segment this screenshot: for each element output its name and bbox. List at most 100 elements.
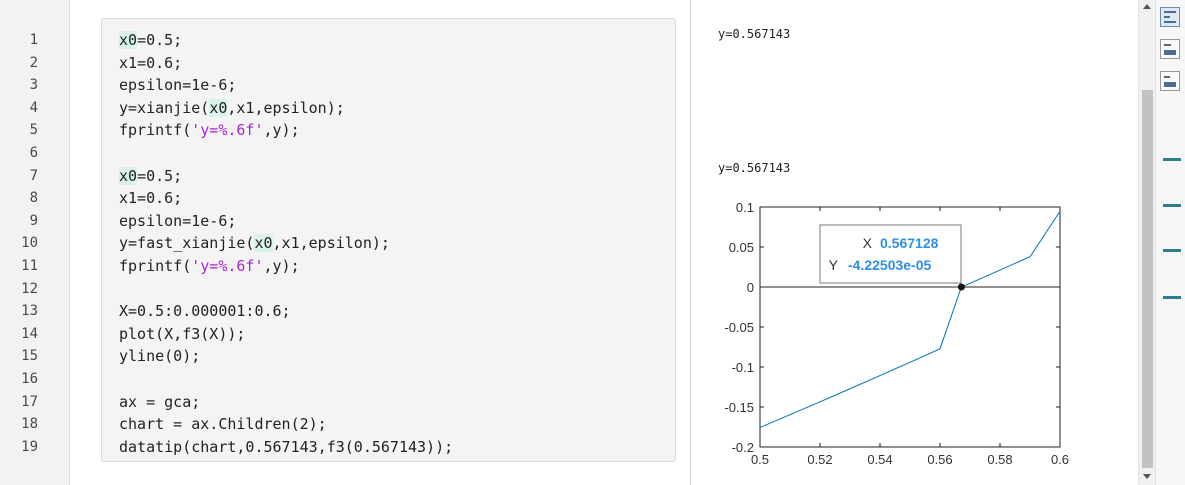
code-line[interactable]: fprintf('y=%.6f',y); — [119, 119, 453, 142]
scroll-thumb[interactable] — [1142, 90, 1153, 468]
output-scrollbar[interactable] — [1138, 0, 1156, 485]
line-number: 7 — [29, 167, 38, 184]
code-line[interactable] — [119, 142, 453, 165]
line-number: 12 — [21, 280, 38, 297]
figure-plot[interactable]: 0.5 0.52 0.54 0.56 0.58 0.6 0.1 0.05 0 -0.05 -0.1 -… — [700, 190, 1080, 475]
code-line[interactable]: epsilon=1e-6; — [119, 74, 453, 97]
code-line[interactable]: X=0.5:0.000001:0.6; — [119, 300, 453, 323]
code-line[interactable]: y=fast_xianjie(x0,x1,epsilon); — [119, 232, 453, 255]
section-marker-4[interactable] — [1163, 296, 1181, 299]
code-token: X=0.5:0.000001:0.6; — [119, 302, 291, 321]
pane-divider[interactable] — [690, 0, 691, 485]
section-marker-3[interactable] — [1163, 249, 1181, 252]
code-token: y=xianjie( — [119, 98, 210, 117]
gutter-divider — [69, 0, 70, 485]
code-cell[interactable] — [101, 18, 676, 462]
line-number: 2 — [29, 54, 38, 71]
line-number: 17 — [21, 393, 38, 410]
line-number: 15 — [21, 348, 38, 365]
code-line[interactable]: y=xianjie(x0,x1,epsilon); — [119, 97, 453, 120]
x-tick-label: 0.56 — [927, 452, 952, 467]
datatip-marker — [957, 283, 965, 291]
code-line[interactable]: yline(0); — [119, 345, 453, 368]
x-tick-label: 0.6 — [1051, 452, 1069, 467]
scroll-up-arrow-icon[interactable] — [1143, 4, 1151, 9]
code-line[interactable] — [119, 368, 453, 391]
line-number-gutter — [0, 0, 70, 485]
code-line[interactable]: datatip(chart,0.567143,f3(0.567143)); — [119, 436, 453, 459]
section-marker-1[interactable] — [1163, 158, 1181, 161]
scroll-down-arrow-icon[interactable] — [1143, 474, 1151, 479]
code-token: ,y); — [263, 121, 300, 140]
view-mode-rail — [1155, 0, 1185, 485]
code-token: epsilon=1e-6; — [119, 76, 237, 95]
line-number: 11 — [21, 257, 38, 274]
datatip-box — [819, 224, 962, 284]
line-number: 9 — [29, 212, 38, 229]
code-line[interactable]: fprintf('y=%.6f',y); — [119, 255, 453, 278]
y-tick-label: -0.2 — [732, 440, 754, 455]
datatip-y-label: Y — [829, 257, 839, 273]
code-token: x1=0.6; — [119, 189, 183, 208]
line-number: 3 — [29, 77, 38, 94]
code-line[interactable]: x0=0.5; — [119, 29, 453, 52]
line-number: 14 — [21, 325, 38, 342]
line-number: 10 — [21, 235, 38, 252]
output-text-1: y=0.567143 — [718, 27, 791, 41]
code-line[interactable]: chart = ax.Children(2); — [119, 413, 453, 436]
line-number: 16 — [21, 370, 38, 387]
code-string: 'y=%.6f' — [191, 256, 264, 275]
code-token: fprintf( — [119, 256, 192, 275]
x-tick-label: 0.54 — [867, 452, 892, 467]
code-highlight: x0 — [119, 166, 138, 185]
line-numbers: 1 2 3 4 5 6 7 8 9 10 11 12 13 14 15 16 17 18 19 — [0, 29, 40, 458]
datatip-x-value: 0.567128 — [880, 235, 939, 251]
code-highlight: x0 — [119, 31, 138, 49]
line-number: 13 — [21, 303, 38, 320]
code-token: ,x1,epsilon); — [272, 234, 390, 253]
code-line[interactable]: x1=0.6; — [119, 187, 453, 210]
code-token: y=fast_xianjie( — [119, 234, 255, 253]
line-number: 5 — [29, 122, 38, 139]
y-tick-label: -0.05 — [724, 320, 754, 335]
y-tick-label: -0.15 — [724, 400, 754, 415]
code-token: yline(0); — [119, 347, 201, 366]
code-token: ,y); — [263, 256, 300, 275]
code-token: fprintf( — [119, 121, 192, 140]
code-token: datatip(chart,0.567143,f3(0.567143)); — [119, 437, 454, 456]
line-number: 4 — [29, 99, 38, 116]
code-highlight: x0 — [209, 98, 228, 117]
line-number: 8 — [29, 190, 38, 207]
output-text-2: y=0.567143 — [718, 161, 791, 175]
code-line[interactable]: plot(X,f3(X)); — [119, 323, 453, 346]
code-token: epsilon=1e-6; — [119, 211, 237, 230]
code-token: ax = gca; — [119, 392, 201, 411]
hide-code-icon[interactable] — [1160, 71, 1180, 91]
section-marker-2[interactable] — [1163, 204, 1181, 207]
code-line[interactable]: epsilon=1e-6; — [119, 210, 453, 233]
output-right-icon[interactable] — [1160, 39, 1180, 59]
x-tick-label: 0.5 — [751, 452, 769, 467]
code-line[interactable] — [119, 278, 453, 301]
code-line[interactable]: ax = gca; — [119, 391, 453, 414]
code-line[interactable]: x1=0.6; — [119, 52, 453, 75]
code-token: =0.5; — [137, 31, 183, 49]
code-lines[interactable]: x0=0.5; x1=0.6; epsilon=1e-6; y=xianjie(x0,… — [119, 29, 453, 458]
y-tick-label: -0.1 — [732, 360, 754, 375]
y-tick-label: 0 — [747, 280, 754, 295]
line-number: 19 — [21, 438, 38, 455]
code-string: 'y=%.6f' — [191, 121, 264, 140]
y-tick-label: 0.05 — [729, 240, 754, 255]
line-number: 6 — [29, 144, 38, 161]
x-tick-label: 0.58 — [987, 452, 1012, 467]
code-token: plot(X,f3(X)); — [119, 324, 246, 343]
code-token: ,x1,epsilon); — [227, 98, 345, 117]
y-tick-label: 0.1 — [736, 200, 754, 215]
output-inline-icon[interactable] — [1160, 7, 1180, 27]
x-tick-label: 0.52 — [807, 452, 832, 467]
code-highlight: x0 — [254, 234, 273, 253]
datatip-y-value: -4.22503e-05 — [848, 257, 932, 273]
code-line[interactable]: x0=0.5; — [119, 165, 453, 188]
line-number: 18 — [21, 416, 38, 433]
code-token: chart = ax.Children(2); — [119, 415, 327, 434]
